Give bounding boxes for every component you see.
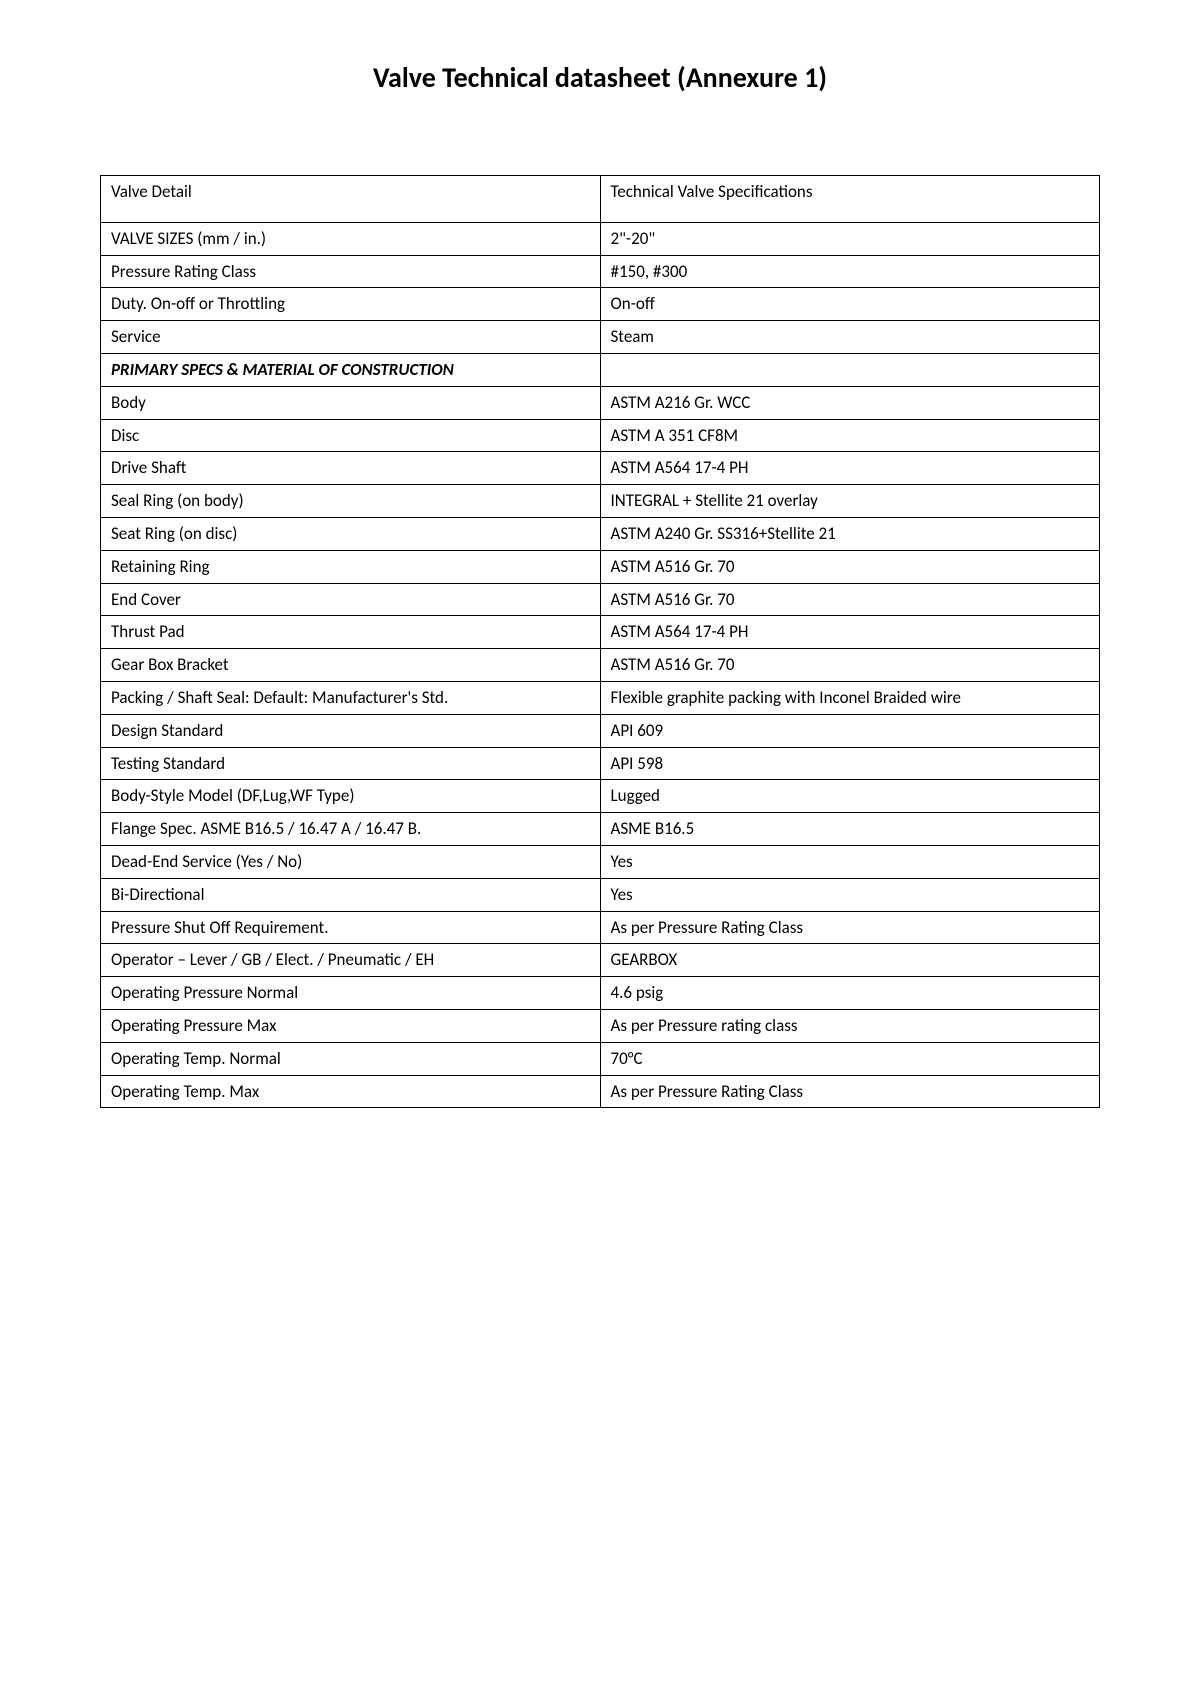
table-row: ServiceSteam: [101, 321, 1100, 354]
header-cell-spec: Technical Valve Specifications: [600, 176, 1100, 223]
row-label-cell: Operating Temp. Normal: [101, 1042, 601, 1075]
table-row: Operating Temp. Normal70°C: [101, 1042, 1100, 1075]
datasheet-table: Valve Detail Technical Valve Specificati…: [100, 175, 1100, 1108]
row-label-cell: Body: [101, 386, 601, 419]
row-label-cell: Retaining Ring: [101, 550, 601, 583]
row-label-cell: Testing Standard: [101, 747, 601, 780]
table-row: Operating Temp. MaxAs per Pressure Ratin…: [101, 1075, 1100, 1108]
table-row: Seal Ring (on body)INTEGRAL + Stellite 2…: [101, 485, 1100, 518]
row-label-cell: Duty. On-off or Throttling: [101, 288, 601, 321]
table-row: Packing / Shaft Seal: Default: Manufactu…: [101, 681, 1100, 714]
row-label-cell: End Cover: [101, 583, 601, 616]
row-label-cell: Packing / Shaft Seal: Default: Manufactu…: [101, 681, 601, 714]
row-label-cell: Bi-Directional: [101, 878, 601, 911]
row-value-cell: ASTM A516 Gr. 70: [600, 649, 1100, 682]
row-value-cell: API 609: [600, 714, 1100, 747]
table-row: Bi-DirectionalYes: [101, 878, 1100, 911]
row-value-cell: ASTM A564 17-4 PH: [600, 616, 1100, 649]
row-value-cell: ASME B16.5: [600, 813, 1100, 846]
table-row: VALVE SIZES (mm / in.)2"-20": [101, 222, 1100, 255]
table-row: Operating Pressure Normal4.6 psig: [101, 977, 1100, 1010]
row-label-cell: Drive Shaft: [101, 452, 601, 485]
table-row: Pressure Shut Off Requirement.As per Pre…: [101, 911, 1100, 944]
table-row: PRIMARY SPECS & MATERIAL OF CONSTRUCTION: [101, 353, 1100, 386]
header-cell-detail: Valve Detail: [101, 176, 601, 223]
table-body: Valve Detail Technical Valve Specificati…: [101, 176, 1100, 1108]
row-label-cell: Pressure Rating Class: [101, 255, 601, 288]
row-value-cell: Steam: [600, 321, 1100, 354]
row-label-cell: VALVE SIZES (mm / in.): [101, 222, 601, 255]
row-label-cell: Gear Box Bracket: [101, 649, 601, 682]
table-row: End CoverASTM A516 Gr. 70: [101, 583, 1100, 616]
row-value-cell: As per Pressure Rating Class: [600, 911, 1100, 944]
row-value-cell: On-off: [600, 288, 1100, 321]
table-row: Duty. On-off or ThrottlingOn-off: [101, 288, 1100, 321]
row-label-cell: Service: [101, 321, 601, 354]
row-value-cell: ASTM A216 Gr. WCC: [600, 386, 1100, 419]
row-value-cell: Yes: [600, 878, 1100, 911]
table-row: Operating Pressure MaxAs per Pressure ra…: [101, 1009, 1100, 1042]
row-label-cell: Body-Style Model (DF,Lug,WF Type): [101, 780, 601, 813]
table-row: Testing StandardAPI 598: [101, 747, 1100, 780]
table-row: Design StandardAPI 609: [101, 714, 1100, 747]
row-value-cell: ASTM A516 Gr. 70: [600, 550, 1100, 583]
row-label-cell: Operating Pressure Normal: [101, 977, 601, 1010]
row-label-cell: Design Standard: [101, 714, 601, 747]
row-label-cell: Seat Ring (on disc): [101, 517, 601, 550]
row-label-cell: Operator – Lever / GB / Elect. / Pneumat…: [101, 944, 601, 977]
page-title: Valve Technical datasheet (Annexure 1): [100, 60, 1100, 95]
row-value-cell: As per Pressure Rating Class: [600, 1075, 1100, 1108]
row-value-cell: INTEGRAL + Stellite 21 overlay: [600, 485, 1100, 518]
row-label-cell: Seal Ring (on body): [101, 485, 601, 518]
row-value-cell: Flexible graphite packing with Inconel B…: [600, 681, 1100, 714]
table-row: Dead-End Service (Yes / No)Yes: [101, 845, 1100, 878]
table-row: BodyASTM A216 Gr. WCC: [101, 386, 1100, 419]
page-container: Valve Technical datasheet (Annexure 1) V…: [0, 0, 1200, 1108]
table-row: Retaining RingASTM A516 Gr. 70: [101, 550, 1100, 583]
row-value-cell: ASTM A 351 CF8M: [600, 419, 1100, 452]
table-row: Seat Ring (on disc)ASTM A240 Gr. SS316+S…: [101, 517, 1100, 550]
row-value-cell: GEARBOX: [600, 944, 1100, 977]
row-value-cell: ASTM A240 Gr. SS316+Stellite 21: [600, 517, 1100, 550]
table-row: Pressure Rating Class#150, #300: [101, 255, 1100, 288]
table-row: Thrust PadASTM A564 17-4 PH: [101, 616, 1100, 649]
row-label-cell: Pressure Shut Off Requirement.: [101, 911, 601, 944]
row-value-cell: As per Pressure rating class: [600, 1009, 1100, 1042]
row-value-cell: Lugged: [600, 780, 1100, 813]
row-value-cell: Yes: [600, 845, 1100, 878]
row-value-cell: ASTM A516 Gr. 70: [600, 583, 1100, 616]
table-row: Flange Spec. ASME B16.5 / 16.47 A / 16.4…: [101, 813, 1100, 846]
row-value-cell: 70°C: [600, 1042, 1100, 1075]
row-label-cell: Flange Spec. ASME B16.5 / 16.47 A / 16.4…: [101, 813, 601, 846]
row-label-cell: Thrust Pad: [101, 616, 601, 649]
row-value-cell: 4.6 psig: [600, 977, 1100, 1010]
row-value-cell: ASTM A564 17-4 PH: [600, 452, 1100, 485]
row-label-cell: Disc: [101, 419, 601, 452]
row-value-cell: 2"-20": [600, 222, 1100, 255]
row-value-cell: [600, 353, 1100, 386]
row-value-cell: API 598: [600, 747, 1100, 780]
table-row: Drive ShaftASTM A564 17-4 PH: [101, 452, 1100, 485]
table-row: Body-Style Model (DF,Lug,WF Type)Lugged: [101, 780, 1100, 813]
table-header-row: Valve Detail Technical Valve Specificati…: [101, 176, 1100, 223]
row-label-cell: Operating Temp. Max: [101, 1075, 601, 1108]
row-label-cell: PRIMARY SPECS & MATERIAL OF CONSTRUCTION: [101, 353, 601, 386]
row-value-cell: #150, #300: [600, 255, 1100, 288]
row-label-cell: Operating Pressure Max: [101, 1009, 601, 1042]
table-row: DiscASTM A 351 CF8M: [101, 419, 1100, 452]
table-row: Operator – Lever / GB / Elect. / Pneumat…: [101, 944, 1100, 977]
table-row: Gear Box BracketASTM A516 Gr. 70: [101, 649, 1100, 682]
row-label-cell: Dead-End Service (Yes / No): [101, 845, 601, 878]
